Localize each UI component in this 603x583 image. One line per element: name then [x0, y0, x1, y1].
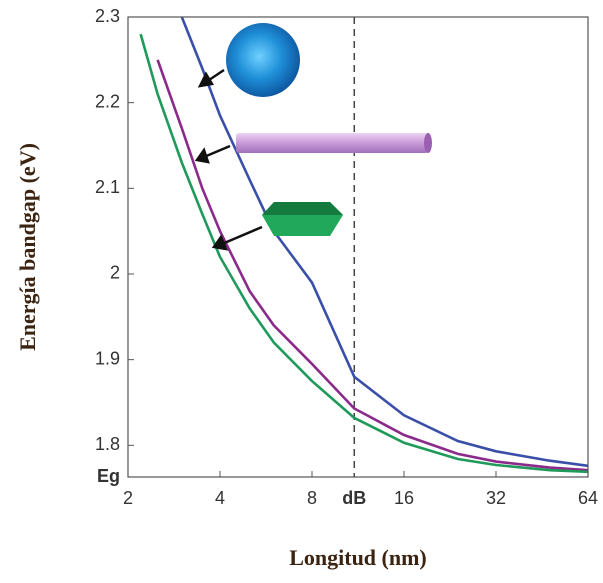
arrow-head [211, 234, 229, 251]
x-tick-label: 2 [123, 488, 133, 508]
x-tick-label: 16 [394, 488, 414, 508]
y-tick-label: 1.9 [95, 348, 120, 368]
arrow [203, 144, 231, 159]
x-tick-label: 4 [215, 488, 225, 508]
arrows [194, 68, 263, 251]
arrow-head [194, 147, 210, 164]
arrow-head [197, 71, 215, 88]
rod-icon [236, 133, 428, 153]
arrow [221, 225, 263, 246]
y-tick-label: 1.8 [95, 434, 120, 454]
y-tick-label: 2 [110, 263, 120, 283]
series-line [139, 33, 588, 474]
hexagon-top [262, 202, 343, 215]
sphere-icon [226, 23, 300, 97]
y-tick-label: 2.3 [95, 6, 120, 26]
y-tick-label: Eg [97, 466, 120, 486]
y-tick-label: 2.2 [95, 91, 120, 111]
plot-frame [127, 16, 589, 478]
y-tick-label: 2.1 [95, 177, 120, 197]
x-tick-label: 8 [307, 488, 317, 508]
rod-end [424, 133, 432, 153]
plot-area [139, 17, 588, 477]
x-axis-title: Longitud (nm) [289, 545, 427, 570]
series-line [180, 17, 588, 468]
x-tick-label: 32 [486, 488, 506, 508]
y-axis-title: Energía bandgap (eV) [15, 143, 40, 351]
x-tick-label: dB [342, 488, 366, 508]
x-tick-label: 64 [578, 488, 598, 508]
series-line [156, 59, 588, 472]
